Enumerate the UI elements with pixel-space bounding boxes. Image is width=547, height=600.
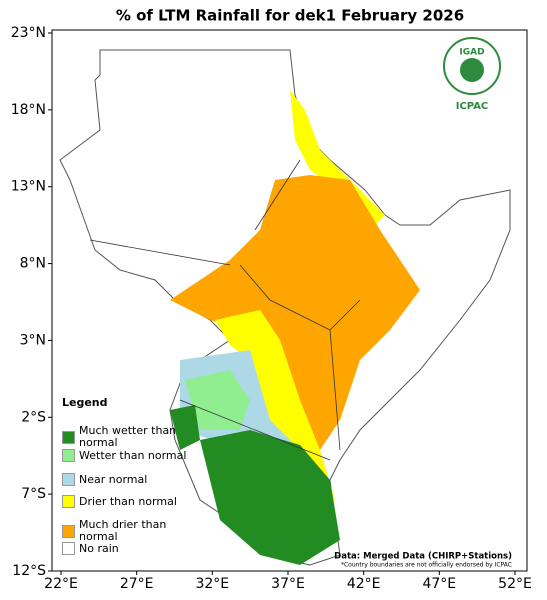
lat-tick-label: 7°S (21, 486, 46, 502)
legend-item: Near normal (62, 473, 199, 486)
lat-tick-label: 12°S (12, 563, 46, 579)
legend-label: Drier than normal (79, 494, 177, 508)
logo-globe (460, 58, 484, 82)
legend-item: Wetter than normal (62, 449, 199, 462)
legend-title: Legend (62, 396, 108, 409)
lon-tick-label: 42°E (347, 576, 381, 592)
lon-tick-label: 47°E (422, 576, 456, 592)
legend-item: Much wetter than normal (62, 425, 199, 449)
legend-swatch (62, 495, 75, 508)
legend-swatch (62, 449, 75, 462)
lon-tick-label: 37°E (271, 576, 305, 592)
disclaimer: *Country boundaries are not officially e… (341, 562, 512, 569)
legend-swatch (62, 473, 75, 486)
lon-tick-label: 32°E (195, 576, 229, 592)
legend-item: No rain (62, 542, 199, 555)
lat-tick-label: 3°N (20, 332, 46, 348)
lon-tick-label: 52°E (498, 576, 532, 592)
logo-org: ICPAC (456, 101, 489, 112)
dry-coast (290, 90, 385, 225)
lat-tick-label: 2°S (21, 409, 46, 425)
lon-tick-label: 27°E (120, 576, 154, 592)
legend-swatch (62, 524, 75, 538)
lon-tick-label: 22°E (44, 576, 78, 592)
legend-label: Near normal (79, 472, 148, 486)
legend-item: Drier than normal (62, 495, 199, 508)
lat-tick-label: 8°N (20, 256, 46, 272)
map-title: % of LTM Rainfall for dek1 February 2026 (116, 7, 464, 25)
legend-label: Much wetter than normal (79, 424, 177, 449)
lat-tick-label: 23°N (11, 25, 46, 41)
legend-label: Wetter than normal (79, 448, 187, 462)
much-wetter-area (170, 405, 200, 450)
wetter-area (185, 370, 250, 430)
legend-item: Much drier than normal (62, 519, 199, 543)
legend-label: Much drier than normal (79, 518, 167, 543)
lat-tick-label: 18°N (11, 102, 46, 118)
much-wetter-area (200, 430, 340, 565)
country-borders (89, 159, 361, 461)
legend-swatch (62, 542, 75, 555)
logo-name: IGAD (459, 48, 484, 58)
legend-swatch (62, 430, 75, 444)
lat-tick-label: 13°N (11, 179, 46, 195)
legend-label: No rain (79, 541, 119, 555)
data-source: Data: Merged Data (CHIRP+Stations) (334, 552, 512, 562)
